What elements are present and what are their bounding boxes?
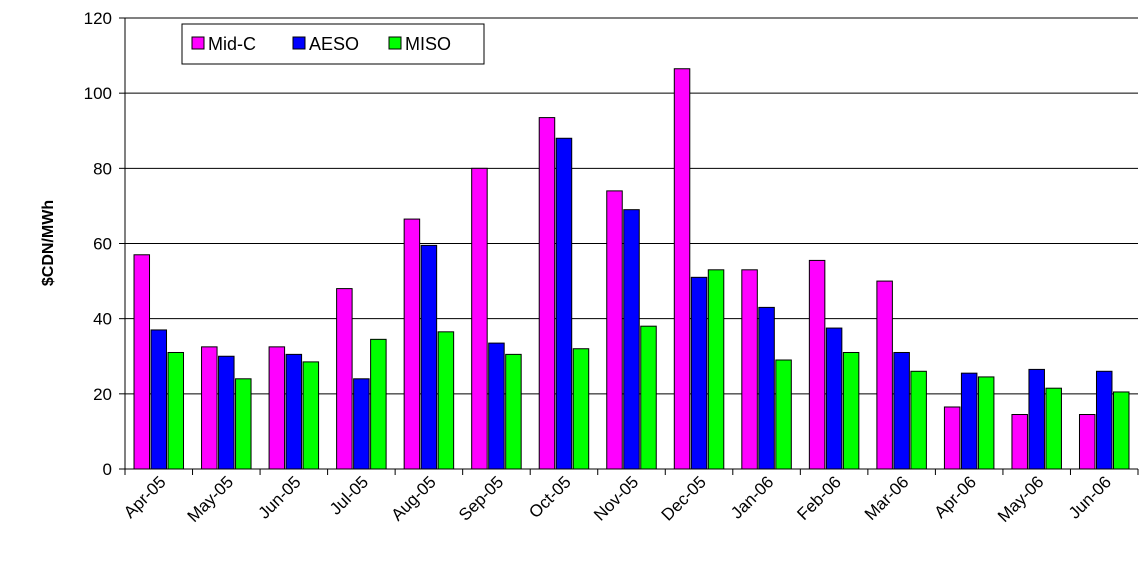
bar-aeso-nov-05 [623, 209, 640, 470]
axes [119, 17, 1139, 475]
x-tick-label: May-06 [994, 472, 1048, 526]
x-tick-label: Mar-06 [861, 472, 913, 524]
bar-aeso-oct-05 [555, 137, 573, 470]
bar-miso-may-05 [235, 378, 252, 470]
y-tick-label: 100 [84, 84, 112, 103]
bar-mid-c-may-05 [201, 346, 218, 470]
bar-mid-c-sep-05 [471, 167, 488, 470]
x-tick-label: Jun-06 [1065, 472, 1115, 522]
bar-aeso-feb-06 [825, 327, 843, 470]
y-tick-label: 80 [93, 159, 112, 178]
x-tick-label: Jan-06 [727, 472, 777, 522]
legend-label-aeso: AESO [309, 34, 359, 54]
x-tick-label: Oct-05 [525, 472, 575, 522]
x-tick-label: Jul-05 [326, 472, 372, 518]
bar-aeso-apr-06 [960, 372, 978, 470]
bar-miso-may-06 [1045, 387, 1062, 470]
bar-miso-feb-06 [842, 351, 860, 470]
bar-mid-c-nov-05 [606, 190, 623, 470]
x-tick-label: Aug-05 [388, 472, 440, 524]
bar-miso-apr-06 [977, 376, 995, 470]
bar-mid-c-apr-06 [943, 406, 961, 470]
bar-mid-c-mar-06 [876, 280, 893, 470]
x-tick-label: Apr-06 [930, 472, 980, 522]
x-tick-label: Sep-05 [455, 472, 507, 524]
bar-miso-jun-05 [302, 361, 320, 470]
x-tick-labels: Apr-05 May-05 Jun-05 Jul-05 Aug-05 Sep-05 Oct-… [120, 472, 1115, 526]
legend-label-mid-c: Mid-C [208, 34, 256, 54]
bar-mid-c-jan-06 [741, 269, 758, 470]
bar-mid-c-jun-05 [268, 346, 286, 470]
bar-mid-c-jun-06 [1078, 414, 1096, 470]
bar-miso-jan-06 [775, 359, 792, 470]
bar-miso-oct-05 [572, 348, 590, 470]
bar-aeso-dec-05 [690, 276, 708, 470]
x-tick-label: Dec-05 [658, 472, 710, 524]
bar-miso-aug-05 [437, 331, 455, 470]
y-tick-label: 120 [84, 9, 112, 28]
legend-box [181, 23, 485, 65]
bar-aeso-apr-05 [150, 329, 168, 470]
bar-miso-apr-05 [167, 351, 185, 470]
bar-miso-sep-05 [505, 353, 522, 470]
y-tick-label: 0 [103, 460, 112, 479]
bar-miso-dec-05 [707, 269, 725, 470]
x-tick-label: Feb-06 [793, 472, 845, 524]
y-tick-label: 20 [93, 385, 112, 404]
bar-mid-c-jul-05 [336, 288, 353, 470]
bar-aeso-mar-06 [893, 351, 910, 470]
bar-miso-mar-06 [910, 370, 927, 470]
bar-aeso-may-05 [218, 355, 235, 470]
bar-aeso-jul-05 [353, 378, 370, 470]
x-tick-label: Nov-05 [590, 472, 642, 524]
y-tick-label: 40 [93, 310, 112, 329]
legend-swatch-aeso [292, 36, 306, 50]
bar-mid-c-may-06 [1011, 414, 1028, 470]
y-axis-label: $CDN/MWh [40, 200, 57, 286]
bar-mid-c-dec-05 [673, 68, 691, 470]
bar-aeso-jun-06 [1095, 370, 1113, 470]
bar-aeso-jan-06 [758, 306, 775, 470]
x-tick-label: Apr-05 [120, 472, 170, 522]
y-tick-labels: 0 20 40 60 80 100 120 [84, 9, 112, 479]
x-tick-label: Jun-05 [254, 472, 304, 522]
bar-mid-c-aug-05 [403, 218, 421, 470]
bar-mid-c-oct-05 [538, 117, 556, 470]
bar-aeso-aug-05 [420, 244, 438, 470]
bar-mid-c-feb-06 [808, 259, 826, 470]
legend-swatch-mid-c [191, 36, 205, 50]
bar-miso-jun-06 [1112, 391, 1130, 470]
x-tick-label: May-05 [184, 472, 238, 526]
bar-aeso-sep-05 [488, 342, 505, 470]
bar-mid-c-apr-05 [133, 254, 151, 470]
bar-aeso-may-06 [1028, 368, 1045, 470]
bar-aeso-jun-05 [285, 353, 303, 470]
bar-miso-jul-05 [370, 338, 387, 470]
y-tick-label: 60 [93, 235, 112, 254]
bars [133, 68, 1130, 470]
legend-label-miso: MISO [405, 34, 451, 54]
legend: Mid-C AESO MISO [181, 23, 485, 65]
legend-swatch-miso [388, 36, 402, 50]
bar-miso-nov-05 [640, 325, 657, 470]
